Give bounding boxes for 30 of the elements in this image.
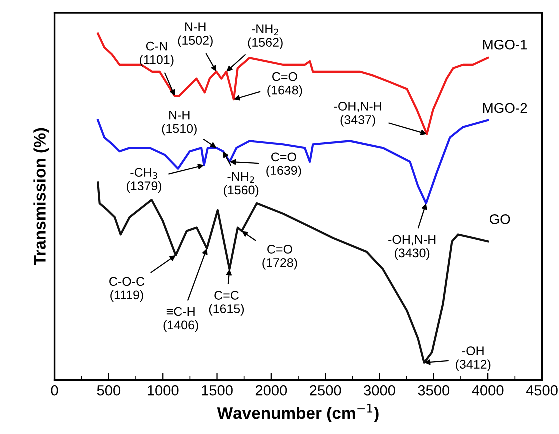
x-tick-label: 1000	[148, 385, 179, 396]
annotation: N-H (1510)	[162, 111, 197, 136]
x-tick-label: 2000	[256, 385, 288, 396]
annotation: N-H (1502)	[178, 22, 213, 48]
x-tick-label: 4000	[472, 385, 504, 396]
annotation: -OH,N-H (3430)	[388, 235, 436, 260]
series-label: MGO-1	[483, 40, 528, 50]
annotation: C-N (1101)	[140, 42, 174, 67]
annotation: C-O-C (1119)	[110, 277, 145, 302]
x-tick-label: 0	[51, 385, 58, 396]
annotation: C=O (1728)	[262, 245, 298, 270]
annotation: C=O (1639)	[266, 152, 302, 178]
y-axis-title: Transmission (%)	[34, 128, 50, 266]
annotation: ≡C-H (1406)	[164, 307, 198, 332]
series-label: MGO-2	[483, 103, 528, 114]
x-tick-label: 2500	[310, 385, 342, 396]
annotation: C=C (1615)	[209, 291, 244, 316]
annotation: -NH$_{2}$ (1560)	[224, 172, 259, 198]
x-tick-label: 1500	[202, 385, 233, 396]
annotation: -OH,N-H (3437)	[334, 102, 382, 127]
x-tick-label: 500	[97, 385, 121, 396]
series-label: GO	[490, 214, 510, 224]
annotation: -CH$_{3}$ (1379)	[126, 168, 162, 193]
x-axis-title: Wavenumber (cm$^{−1}$)	[217, 404, 379, 423]
annotation: -OH (3412)	[456, 346, 491, 372]
annotation: -NH$_{2}$ (1562)	[248, 24, 283, 50]
annotation: C=O (1648)	[268, 72, 302, 98]
x-tick-label: 3500	[418, 385, 450, 396]
x-tick-label: 3000	[364, 385, 396, 396]
x-tick-label: 4500	[526, 385, 558, 396]
